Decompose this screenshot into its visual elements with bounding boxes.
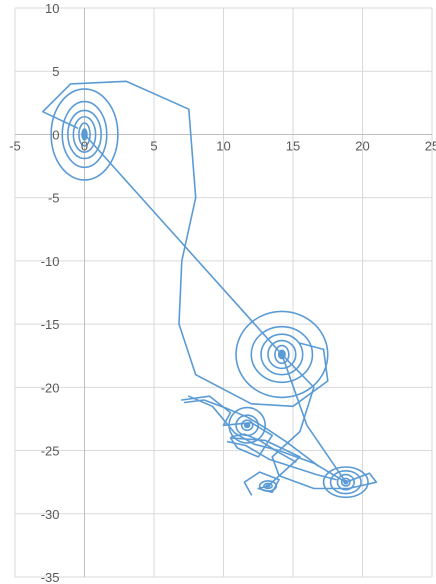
- series-line: [42, 80, 378, 499]
- trajectory-path: [188, 395, 347, 483]
- y-tick-label: 5: [52, 64, 59, 79]
- trajectory-path: [264, 427, 319, 467]
- spiral-loop: [322, 466, 369, 499]
- spiral-loop: [329, 469, 362, 495]
- spiral-loop: [340, 477, 351, 487]
- y-tick-label: -20: [41, 380, 60, 395]
- y-tick-label: 10: [45, 1, 59, 16]
- x-tick-label: 25: [425, 138, 436, 153]
- spiral-loop: [78, 122, 91, 147]
- spiral-loop: [260, 333, 304, 376]
- x-tick-label: 15: [286, 138, 300, 153]
- spiral-loop: [250, 325, 314, 384]
- y-tick-label: -25: [41, 444, 60, 459]
- y-tick-label: -35: [41, 570, 60, 584]
- spiral-loop: [61, 100, 108, 169]
- spiral-loop: [50, 88, 119, 181]
- tick-labels: -5 0 5 10 15 20 25 10 5 0 -5 -10 -15 -20 -25 -30 -35: [9, 1, 436, 584]
- y-tick-label: -5: [48, 191, 60, 206]
- y-tick-label: 0: [52, 127, 59, 142]
- y-tick-label: -15: [41, 317, 60, 332]
- trajectory-path: [42, 80, 329, 408]
- spiral-loop: [263, 482, 273, 490]
- gridlines: [14, 7, 433, 578]
- x-tick-label: 10: [216, 138, 230, 153]
- spiral-loop: [72, 115, 97, 153]
- spiral-loop: [235, 310, 329, 399]
- trajectory-path: [83, 133, 283, 356]
- spiral-loop: [274, 344, 290, 365]
- trajectory-path: [183, 399, 266, 429]
- plot-area: [42, 80, 378, 499]
- trajectory-path: [231, 433, 297, 463]
- y-tick-label: -10: [41, 254, 60, 269]
- spiral-loop: [336, 473, 355, 491]
- x-tick-label: -5: [9, 138, 21, 153]
- x-tick-label: 0: [81, 138, 88, 153]
- spiral-loop: [67, 109, 102, 160]
- trajectory-path: [226, 440, 337, 481]
- x-tick-label: 20: [355, 138, 369, 153]
- trajectory-path: [281, 353, 347, 483]
- x-tick-label: 5: [150, 138, 157, 153]
- spiral-loop: [240, 419, 254, 432]
- trajectory-path: [271, 353, 378, 490]
- trajectory-path: [181, 395, 301, 496]
- spiral-loop: [267, 339, 297, 370]
- y-tick-label: -30: [41, 507, 60, 522]
